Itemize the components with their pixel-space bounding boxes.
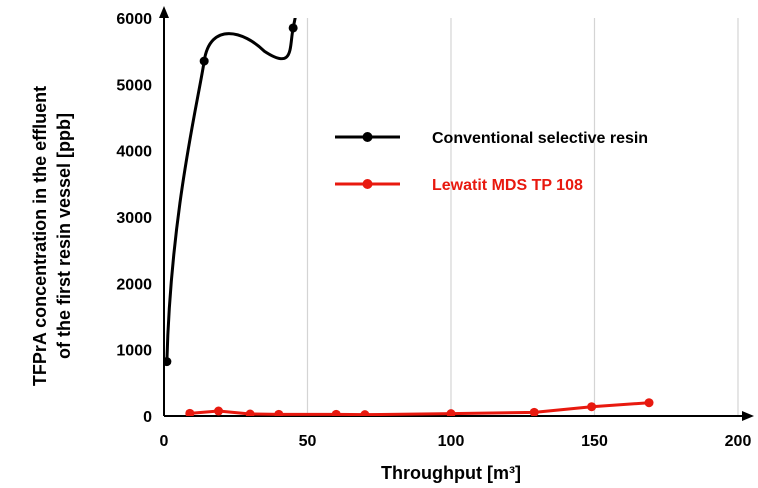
data-point [274, 409, 284, 416]
data-point [446, 409, 456, 416]
x-tick-label: 50 [299, 433, 317, 450]
y-axis-title-line1: TFPrA concentration in the effluent [30, 86, 50, 386]
x-tick-label: 100 [438, 433, 465, 450]
legend-marker [362, 132, 373, 142]
data-point [199, 56, 209, 66]
x-tick-label: 0 [160, 433, 169, 450]
data-point [245, 409, 255, 416]
data-point [587, 402, 597, 412]
data-point [644, 398, 654, 408]
x-axis-arrow [742, 411, 754, 421]
series-line [189, 401, 650, 416]
y-tick-label: 1000 [116, 343, 152, 360]
data-point [529, 407, 539, 416]
legend-label: Conventional selective resin [432, 130, 648, 147]
series-1 [164, 18, 298, 367]
y-axis-arrow [159, 6, 169, 18]
grid-lines [306, 18, 739, 416]
legend-marker [362, 179, 373, 189]
y-tick-label: 0 [143, 409, 152, 426]
y-tick-label: 3000 [116, 210, 152, 227]
x-tick-label: 200 [725, 433, 752, 450]
data-point [214, 406, 224, 416]
data-point [164, 357, 172, 367]
data-point [331, 409, 341, 416]
x-axis-title: Throughput [m³] [381, 463, 521, 483]
data-point [185, 408, 195, 416]
y-tick-label: 4000 [116, 144, 152, 161]
legend: Conventional selective resin Lewatit MDS … [335, 130, 648, 194]
series-2 [185, 398, 654, 416]
series-layer [164, 18, 654, 416]
y-tick-label: 5000 [116, 77, 152, 94]
legend-label: Lewatit MDS TP 108 [432, 177, 583, 194]
y-tick-label: 6000 [116, 11, 152, 28]
y-axis-title-line2: of the first resin vessel [ppb] [54, 113, 74, 359]
x-tick-label: 150 [581, 433, 608, 450]
data-point [360, 410, 370, 416]
series-line [165, 18, 297, 362]
axes [159, 6, 754, 421]
y-tick-label: 2000 [116, 276, 152, 293]
data-point [288, 23, 298, 33]
